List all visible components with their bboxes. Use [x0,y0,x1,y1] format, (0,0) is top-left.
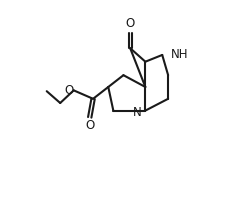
Text: O: O [126,17,135,30]
Text: O: O [85,119,94,132]
Text: NH: NH [171,48,188,62]
Text: N: N [133,106,142,119]
Text: O: O [64,84,74,97]
